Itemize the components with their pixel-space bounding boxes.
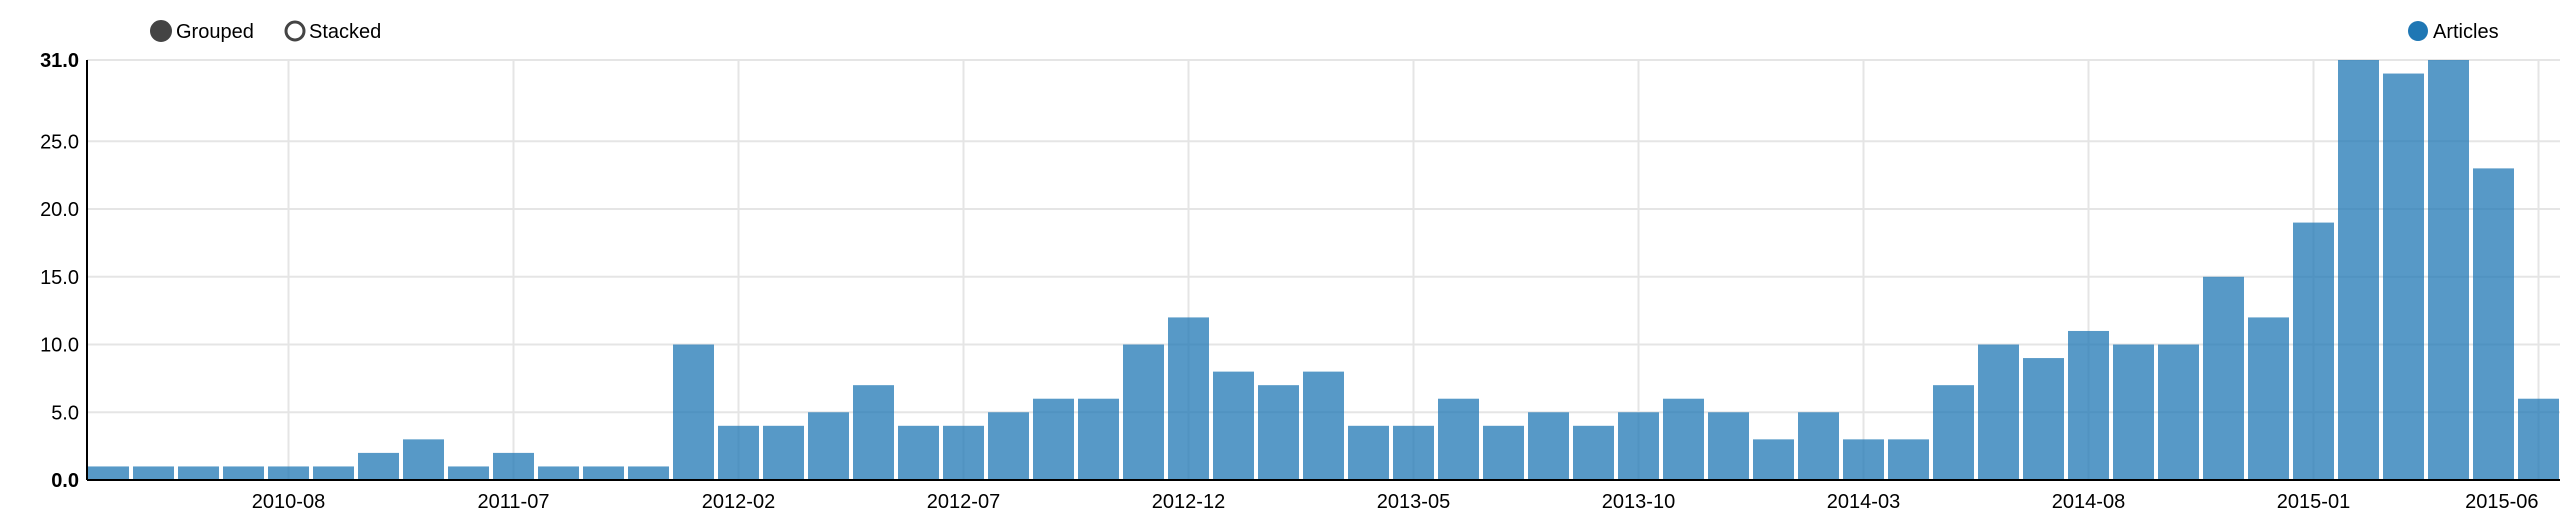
bar[interactable]	[853, 385, 894, 480]
bar[interactable]	[223, 466, 264, 480]
axes	[86, 60, 2560, 481]
bar[interactable]	[178, 466, 219, 480]
bar[interactable]	[2248, 317, 2289, 480]
articles-legend-icon[interactable]	[2408, 21, 2428, 41]
y-tick-label: 15.0	[40, 267, 79, 289]
bar[interactable]	[268, 466, 309, 480]
bar-series-articles	[88, 60, 2559, 481]
bar[interactable]	[898, 425, 939, 480]
bar[interactable]	[988, 412, 1029, 480]
bar[interactable]	[2203, 276, 2244, 480]
bar[interactable]	[2023, 358, 2064, 480]
bar[interactable]	[2473, 168, 2514, 481]
bar[interactable]	[1483, 425, 1524, 480]
grouped-option[interactable]: Grouped	[150, 20, 254, 43]
bar[interactable]	[2293, 222, 2334, 481]
bar[interactable]	[2383, 73, 2424, 480]
bar[interactable]	[808, 412, 849, 480]
y-tick-label: 10.0	[40, 335, 79, 357]
x-tick-label: 2015-01	[2277, 491, 2350, 513]
bar[interactable]	[313, 466, 354, 480]
x-tick-label: 2012-07	[927, 491, 1000, 513]
x-tick-labels: 2010-08 2011-07 2012-02 2012-07 2012-12 2013-…	[252, 491, 2539, 513]
bar[interactable]	[1708, 412, 1749, 480]
bar[interactable]	[628, 466, 669, 480]
y-tick-labels: 0.0 5.0 10.0 15.0 20.0 25.0 31.0	[40, 50, 79, 492]
stacked-label[interactable]: Stacked	[309, 21, 381, 43]
y-tick-label: 25.0	[40, 131, 79, 153]
bar[interactable]	[1123, 344, 1164, 480]
bar[interactable]	[1348, 425, 1389, 480]
bar[interactable]	[763, 425, 804, 480]
bar[interactable]	[2338, 60, 2379, 480]
bar[interactable]	[1933, 385, 1974, 480]
bar[interactable]	[1663, 398, 1704, 480]
bar[interactable]	[2428, 60, 2469, 480]
bar[interactable]	[538, 466, 579, 480]
bar[interactable]	[1888, 439, 1929, 480]
bar[interactable]	[583, 466, 624, 480]
bar[interactable]	[403, 439, 444, 480]
bar[interactable]	[2113, 344, 2154, 480]
y-grid	[87, 59, 2560, 481]
bar[interactable]	[943, 425, 984, 480]
bar[interactable]	[88, 466, 129, 480]
x-tick-label: 2010-08	[252, 491, 325, 513]
y-tick-label: 20.0	[40, 199, 79, 221]
bar[interactable]	[1303, 371, 1344, 480]
bar[interactable]	[1078, 398, 1119, 480]
x-tick-label: 2014-03	[1827, 491, 1900, 513]
bar[interactable]	[1258, 385, 1299, 480]
x-tick-label: 2012-12	[1152, 491, 1225, 513]
bar[interactable]	[1168, 317, 1209, 480]
y-tick-label: 0.0	[51, 470, 79, 492]
bar[interactable]	[1213, 371, 1254, 480]
x-tick-label: 2012-02	[702, 491, 775, 513]
bar[interactable]	[2518, 398, 2559, 480]
bar[interactable]	[493, 452, 534, 480]
x-tick-label: 2013-10	[1602, 491, 1675, 513]
bar[interactable]	[358, 452, 399, 480]
x-tick-label: 2013-05	[1377, 491, 1450, 513]
bar[interactable]	[1798, 412, 1839, 480]
bar[interactable]	[673, 344, 714, 480]
bar[interactable]	[448, 466, 489, 480]
bar[interactable]	[2158, 344, 2199, 480]
bar[interactable]	[1978, 344, 2019, 480]
y-tick-label: 31.0	[40, 50, 79, 72]
stacked-radio-icon[interactable]	[284, 20, 306, 42]
x-tick-label: 2015-06	[2465, 491, 2538, 513]
stacked-option[interactable]: Stacked	[284, 20, 381, 43]
bar[interactable]	[1753, 439, 1794, 480]
bar[interactable]	[1528, 412, 1569, 480]
x-tick-label: 2014-08	[2052, 491, 2125, 513]
x-grid	[287, 60, 2540, 480]
grouped-label[interactable]: Grouped	[176, 21, 254, 43]
bar[interactable]	[1843, 439, 1884, 480]
bar[interactable]	[718, 425, 759, 480]
bar[interactable]	[1573, 425, 1614, 480]
bar[interactable]	[1618, 412, 1659, 480]
bar[interactable]	[1033, 398, 1074, 480]
bar[interactable]	[2068, 330, 2109, 480]
bar[interactable]	[1393, 425, 1434, 480]
y-tick-label: 5.0	[51, 402, 79, 424]
legend-item-articles[interactable]: Articles	[2408, 21, 2499, 43]
bar[interactable]	[133, 466, 174, 480]
x-tick-label: 2011-07	[478, 491, 550, 513]
bar[interactable]	[1438, 398, 1479, 480]
grouped-radio-icon[interactable]	[150, 20, 172, 42]
articles-legend-label[interactable]: Articles	[2433, 21, 2499, 43]
